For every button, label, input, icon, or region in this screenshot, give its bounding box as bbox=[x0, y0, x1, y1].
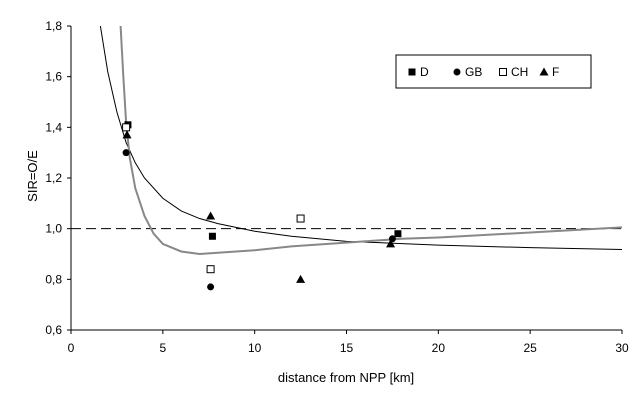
y-tick-label: 0,6 bbox=[45, 323, 62, 337]
point-ch bbox=[122, 123, 131, 132]
point-f bbox=[206, 211, 216, 220]
point-gb bbox=[122, 149, 130, 157]
data-points bbox=[122, 121, 402, 291]
point-d bbox=[208, 232, 216, 240]
x-tick-label: 15 bbox=[340, 341, 354, 355]
y-tick-label: 1,4 bbox=[45, 120, 62, 134]
x-tick-label: 0 bbox=[68, 341, 75, 355]
y-tick-labels: 0,6 0,8 1,0 1,2 1,4 1,6 1,8 bbox=[45, 19, 62, 337]
legend-box bbox=[395, 54, 592, 89]
point-ch bbox=[296, 214, 305, 223]
x-tick-label: 30 bbox=[615, 341, 629, 355]
y-tick-label: 1,0 bbox=[45, 222, 62, 236]
y-tick-label: 0,8 bbox=[45, 272, 62, 286]
point-gb bbox=[207, 283, 215, 291]
x-tick-label: 10 bbox=[248, 341, 262, 355]
y-tick-label: 1,6 bbox=[45, 70, 62, 84]
x-tick-label: 5 bbox=[159, 341, 166, 355]
legend-marker-d bbox=[408, 68, 416, 76]
point-ch bbox=[206, 265, 215, 274]
legend-label-d: D bbox=[420, 65, 429, 79]
legend-marker-ch bbox=[499, 68, 507, 76]
y-tick-label: 1,2 bbox=[45, 171, 62, 185]
axes bbox=[67, 25, 623, 334]
point-f bbox=[386, 239, 396, 248]
legend-label-gb: GB bbox=[465, 65, 482, 79]
y-axis-label: SIR=O/E bbox=[25, 150, 40, 202]
legend-label-ch: CH bbox=[511, 65, 528, 79]
legend: D GB CH F bbox=[395, 54, 592, 89]
legend-marker-f bbox=[539, 67, 549, 76]
x-tick-label: 25 bbox=[523, 341, 537, 355]
x-tick-labels: 0 5 10 15 20 25 30 bbox=[68, 341, 629, 355]
legend-marker-gb bbox=[453, 68, 461, 76]
point-f bbox=[122, 130, 132, 139]
y-tick-label: 1,8 bbox=[45, 19, 62, 33]
x-tick-label: 20 bbox=[432, 341, 446, 355]
legend-label-f: F bbox=[552, 65, 559, 79]
point-d bbox=[394, 230, 402, 238]
point-f bbox=[296, 274, 306, 283]
x-axis-label: distance from NPP [km] bbox=[278, 370, 414, 385]
